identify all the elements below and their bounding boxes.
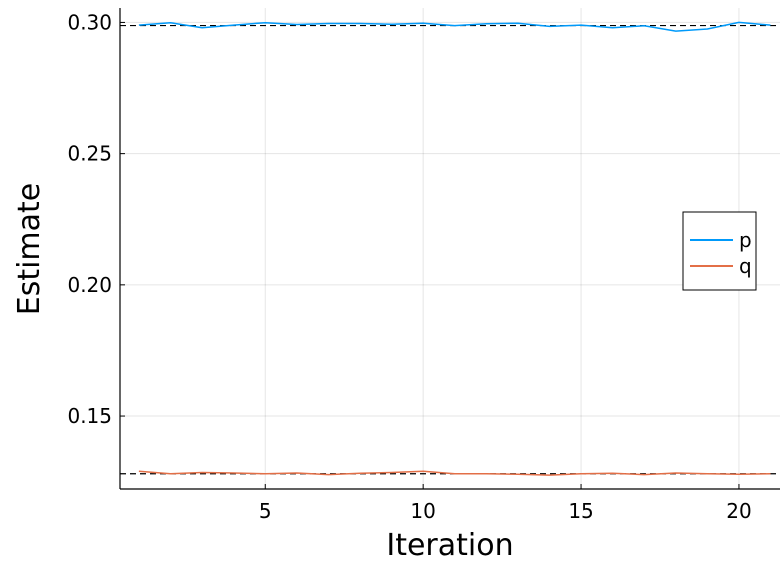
y-axis-label: Estimate: [12, 183, 47, 316]
axes: [119, 8, 780, 490]
reference-lines: [120, 24, 780, 475]
x-tick-label: 20: [726, 499, 751, 523]
x-tick-label: 5: [259, 499, 272, 523]
legend: p q: [682, 211, 757, 291]
legend-label-p: p: [739, 228, 752, 252]
series-lines: [138, 21, 771, 476]
x-tick-label: 10: [410, 499, 435, 523]
x-tick-label: 15: [568, 499, 593, 523]
y-tick-label: 0.30: [67, 10, 112, 34]
tick-labels: 5 10 15 20 0.15 0.20 0.25 0.30: [67, 10, 751, 523]
y-tick-label: 0.20: [67, 273, 112, 297]
series-line-p: [138, 21, 771, 32]
gridlines: [120, 8, 780, 489]
y-tick-label: 0.15: [67, 404, 112, 428]
legend-box: [682, 211, 757, 291]
y-tick-label: 0.25: [67, 142, 112, 166]
series-line-q: [138, 470, 771, 476]
legend-label-q: q: [739, 254, 752, 278]
x-axis-label: Iteration: [386, 528, 513, 563]
